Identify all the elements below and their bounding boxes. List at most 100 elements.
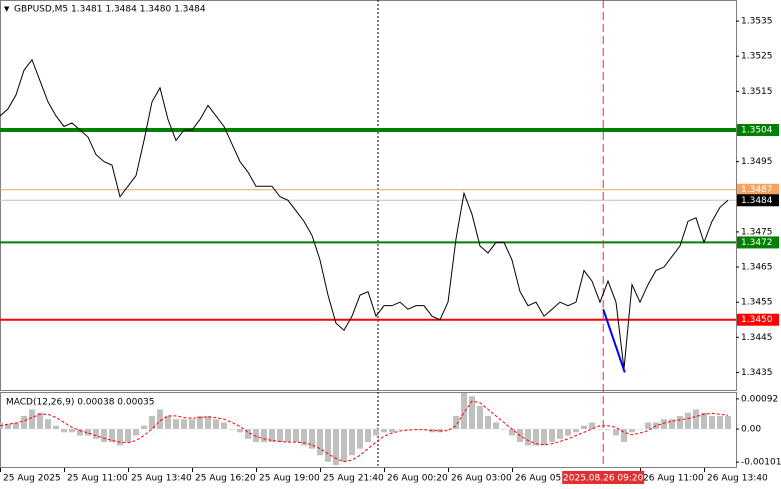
level-label-box [737, 194, 779, 207]
level-label: 1.3472 [741, 238, 773, 248]
level-label-box [737, 236, 779, 249]
x-tick-label: 25 Aug 13:40 [131, 474, 192, 484]
macd-bar [613, 429, 619, 436]
macd-bar [629, 429, 635, 433]
macd-bar [117, 429, 123, 446]
chart-title: GBPUSD,M5 1.3481 1.3484 1.3480 1.3484 [14, 5, 206, 15]
main-frame [0, 0, 737, 391]
macd-bar [333, 429, 339, 466]
marker-label-box [562, 471, 645, 484]
macd-bar [197, 415, 203, 430]
level-label: 1.3484 [741, 196, 773, 206]
marker-label: 2025.08.26 09:20 [563, 474, 644, 484]
macd-bar [669, 419, 675, 430]
macd-bar [165, 415, 171, 430]
macd-bar [93, 429, 99, 439]
x-tick-label: 26 Aug 13:40 [707, 474, 768, 484]
macd-bar [725, 415, 731, 430]
macd-bar [365, 429, 371, 443]
y-tick-label: 1.3475 [741, 227, 773, 237]
macd-bar [685, 412, 691, 430]
macd-bar [309, 429, 315, 449]
level-label: 1.3450 [741, 315, 773, 325]
y-tick-label: 1.3515 [741, 87, 773, 97]
level-label: 1.3487 [741, 185, 773, 195]
macd-bar [125, 429, 131, 443]
macd-bar [133, 429, 139, 436]
macd-bar [645, 422, 651, 430]
x-tick-label: 26 Aug 03:00 [451, 474, 512, 484]
macd-bar [501, 429, 507, 430]
macd-bar [677, 415, 683, 430]
macd-bar [13, 422, 19, 430]
x-tick-label: 25 Aug 19:00 [259, 474, 320, 484]
macd-bar [637, 429, 643, 430]
macd-bar [533, 429, 539, 446]
macd-bar [477, 406, 483, 430]
macd-bar [373, 429, 379, 436]
indicator-title: MACD(12,26,9) 0.00038 0.00035 [6, 398, 155, 408]
macd-bar [405, 429, 411, 430]
level-label-box [737, 124, 779, 136]
x-tick-label: 26 Aug 11:00 [643, 474, 704, 484]
macd-bar [301, 429, 307, 446]
indicator-y-tick-label: 0.00 [741, 425, 761, 435]
macd-bar [493, 422, 499, 430]
macd-bar [453, 415, 459, 430]
macd-bar [445, 429, 451, 430]
macd-bar [157, 409, 163, 430]
menu-arrow: ▼ [4, 5, 10, 13]
macd-bar [221, 422, 227, 430]
level-label: 1.3504 [741, 126, 773, 136]
macd-bar [237, 429, 243, 433]
indicator-y-tick-label: -0.00101 [741, 458, 781, 468]
macd-bar [261, 429, 267, 443]
y-tick-label: 1.3445 [741, 333, 773, 343]
x-tick-label: 25 Aug 2025 [3, 474, 61, 484]
macd-bar [317, 429, 323, 456]
price-line [0, 58, 729, 369]
y-tick-label: 1.3455 [741, 298, 773, 308]
macd-bar [605, 429, 611, 430]
macd-bar [77, 429, 83, 436]
macd-bar [709, 415, 715, 430]
indicator-y-tick-label: 0.00092 [741, 394, 778, 404]
macd-bar [693, 409, 699, 430]
x-tick-label: 26 Aug 05: [515, 474, 564, 484]
macd-bar [557, 429, 563, 439]
macd-bar [173, 419, 179, 430]
macd-bar [21, 415, 27, 430]
x-tick-label: 25 Aug 21:40 [323, 474, 384, 484]
macd-bar [109, 429, 115, 443]
macd-bar [85, 429, 91, 436]
macd-bar [29, 409, 35, 430]
macd-bar [661, 419, 667, 430]
macd-bar [69, 429, 75, 433]
macd-bar [549, 429, 555, 443]
y-tick-label: 1.3495 [741, 157, 773, 167]
macd-bar [101, 429, 107, 443]
macd-bar [461, 392, 467, 430]
macd-bar [509, 429, 515, 436]
macd-bar [717, 415, 723, 430]
macd-bar [141, 425, 147, 430]
macd-bar [213, 419, 219, 430]
x-tick-label: 26 Aug 00:20 [387, 474, 448, 484]
macd-bar [53, 425, 59, 430]
macd-bar [277, 429, 283, 443]
macd-bar [581, 425, 587, 430]
macd-bar [285, 429, 291, 443]
macd-bar [357, 429, 363, 449]
macd-bar [621, 429, 627, 443]
macd-bar [525, 429, 531, 446]
y-tick-label: 1.3465 [741, 263, 773, 273]
macd-bar [293, 429, 299, 443]
macd-bar [5, 424, 11, 430]
macd-bar [389, 429, 395, 433]
y-tick-label: 1.3535 [741, 17, 773, 27]
macd-bar [341, 429, 347, 462]
y-tick-label: 1.3435 [741, 368, 773, 378]
macd-bar [253, 429, 259, 443]
